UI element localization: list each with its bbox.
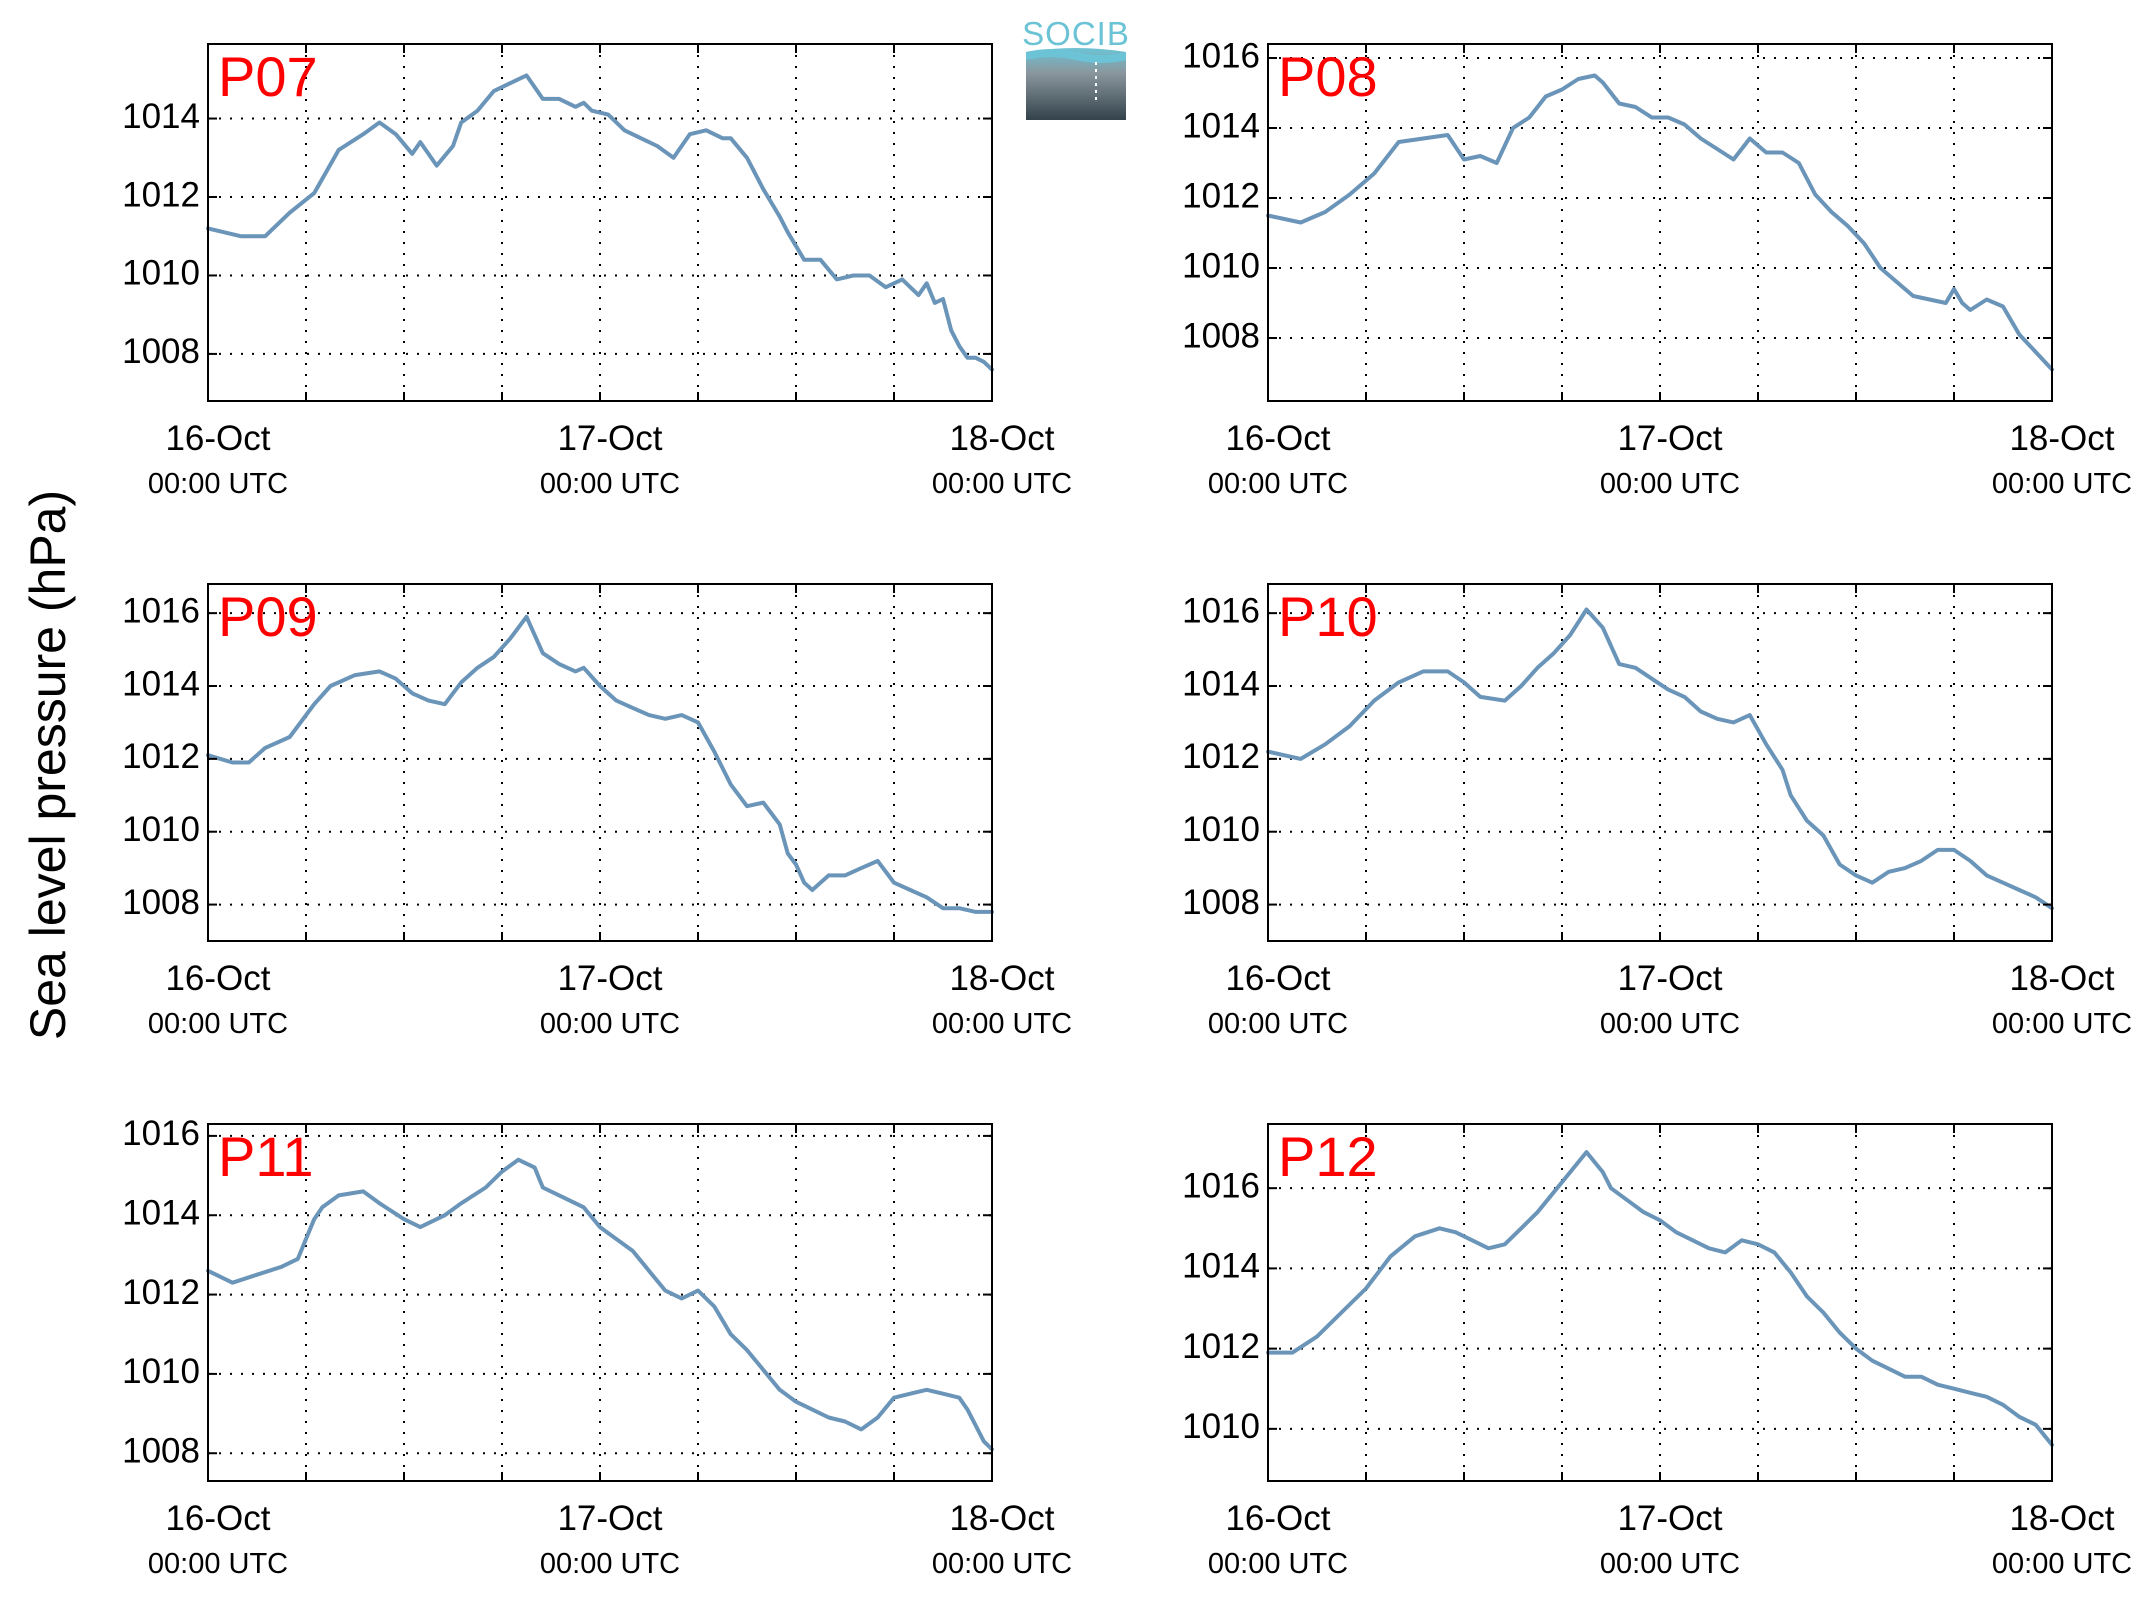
chart-panel-p12: 1010 1012 1014 1016 16-Oct 00:00 UTC 17-Oct 00:…	[1182, 1123, 2132, 1580]
y-tick-label: 1008	[1182, 316, 1260, 355]
x-tick-label-date: 18-Oct	[2009, 959, 2114, 998]
x-tick-label-date: 17-Oct	[557, 1499, 662, 1538]
y-tick-label: 1016	[122, 1114, 200, 1153]
x-tick-label-date: 17-Oct	[1617, 419, 1722, 458]
y-tick-label: 1010	[122, 1352, 200, 1391]
x-tick-label-date: 16-Oct	[1225, 419, 1330, 458]
y-tick-label: 1010	[1182, 810, 1260, 849]
chart-panel-p09: 1008 1010 1012 1014 1016 16-Oct 00:00 UTC 17-Oc…	[122, 583, 1072, 1040]
y-tick-label: 1014	[1182, 664, 1260, 703]
logo-text: SOCIB	[1022, 15, 1130, 52]
x-tick-label-time: 00:00 UTC	[1208, 468, 1348, 500]
y-tick-label: 1008	[122, 332, 200, 371]
socib-logo: SOCIB	[1022, 15, 1130, 120]
y-tick-label: 1012	[122, 1273, 200, 1312]
x-tick-label-time: 00:00 UTC	[1992, 1008, 2132, 1040]
y-tick-label: 1012	[1182, 176, 1260, 215]
y-tick-label: 1012	[122, 737, 200, 776]
x-tick-label-time: 00:00 UTC	[540, 1548, 680, 1580]
chart-panel-p10: 1008 1010 1012 1014 1016 16-Oct 00:00 UTC 17-Oc…	[1182, 583, 2132, 1040]
series-line-p09	[206, 614, 994, 914]
series-line-p07	[206, 73, 994, 372]
y-tick-label: 1014	[1182, 106, 1260, 145]
chart-panel-p07: 1008 1010 1012 1014 16-Oct 00:00 UTC 17-Oct 00:…	[122, 43, 1072, 500]
y-tick-label: 1016	[1182, 1166, 1260, 1205]
x-tick-label-date: 16-Oct	[1225, 1499, 1330, 1538]
x-tick-label-time: 00:00 UTC	[932, 1008, 1072, 1040]
y-tick-label: 1008	[1182, 883, 1260, 922]
x-tick-label-date: 18-Oct	[949, 959, 1054, 998]
y-tick-label: 1014	[122, 1193, 200, 1232]
x-tick-label-time: 00:00 UTC	[540, 468, 680, 500]
x-tick-label-date: 16-Oct	[1225, 959, 1330, 998]
panel-label: P10	[1278, 585, 1378, 648]
figure-ylabel: Sea level pressure (hPa)	[20, 490, 76, 1040]
x-tick-label-date: 18-Oct	[2009, 419, 2114, 458]
series-line-p10	[1266, 607, 2054, 911]
y-tick-label: 1012	[1182, 1327, 1260, 1366]
x-tick-label-time: 00:00 UTC	[1992, 1548, 2132, 1580]
x-tick-label-time: 00:00 UTC	[148, 468, 288, 500]
y-tick-label: 1010	[122, 254, 200, 293]
x-tick-label-date: 16-Oct	[165, 1499, 270, 1538]
x-tick-label-time: 00:00 UTC	[148, 1008, 288, 1040]
y-tick-label: 1016	[122, 591, 200, 630]
x-tick-label-time: 00:00 UTC	[1600, 1548, 1740, 1580]
x-tick-label-date: 17-Oct	[557, 959, 662, 998]
chart-panel-p08: 1008 1010 1012 1014 1016 16-Oct 00:00 UTC 17-Oc…	[1182, 36, 2132, 500]
x-tick-label-time: 00:00 UTC	[148, 1548, 288, 1580]
x-tick-label-time: 00:00 UTC	[1208, 1008, 1348, 1040]
y-tick-label: 1014	[122, 97, 200, 136]
series-line-p12	[1266, 1150, 2054, 1447]
x-tick-label-date: 17-Oct	[1617, 1499, 1722, 1538]
y-tick-label: 1012	[1182, 737, 1260, 776]
x-tick-label-time: 00:00 UTC	[540, 1008, 680, 1040]
y-tick-label: 1012	[122, 175, 200, 214]
x-tick-label-date: 18-Oct	[949, 1499, 1054, 1538]
panel-label: P11	[218, 1125, 313, 1188]
panel-label: P07	[218, 45, 318, 108]
y-tick-label: 1008	[122, 1431, 200, 1470]
x-tick-label-time: 00:00 UTC	[1992, 468, 2132, 500]
y-tick-label: 1010	[1182, 246, 1260, 285]
y-tick-label: 1016	[1182, 36, 1260, 75]
y-tick-label: 1010	[122, 810, 200, 849]
series-line-p11	[206, 1157, 994, 1452]
panel-label: P09	[218, 585, 318, 648]
x-tick-label-time: 00:00 UTC	[932, 468, 1072, 500]
x-tick-label-date: 17-Oct	[557, 419, 662, 458]
y-tick-label: 1014	[1182, 1247, 1260, 1286]
x-tick-label-date: 16-Oct	[165, 959, 270, 998]
x-tick-label-time: 00:00 UTC	[932, 1548, 1072, 1580]
x-tick-label-time: 00:00 UTC	[1600, 1008, 1740, 1040]
x-tick-label-date: 18-Oct	[2009, 1499, 2114, 1538]
x-tick-label-date: 17-Oct	[1617, 959, 1722, 998]
panel-label: P08	[1278, 45, 1378, 108]
y-tick-label: 1016	[1182, 591, 1260, 630]
x-tick-label-date: 16-Oct	[165, 419, 270, 458]
series-line-p08	[1266, 73, 2054, 372]
logo-water-icon	[1026, 48, 1126, 120]
x-tick-label-time: 00:00 UTC	[1208, 1548, 1348, 1580]
y-tick-label: 1010	[1182, 1407, 1260, 1446]
logo-wave-icon	[1026, 49, 1126, 63]
panel-label: P12	[1278, 1125, 1378, 1188]
y-tick-label: 1008	[122, 883, 200, 922]
y-tick-label: 1014	[122, 664, 200, 703]
x-tick-label-date: 18-Oct	[949, 419, 1054, 458]
chart-panel-p11: 1008 1010 1012 1014 1016 16-Oct 00:00 UTC 17-Oc…	[122, 1114, 1072, 1580]
x-tick-label-time: 00:00 UTC	[1600, 468, 1740, 500]
